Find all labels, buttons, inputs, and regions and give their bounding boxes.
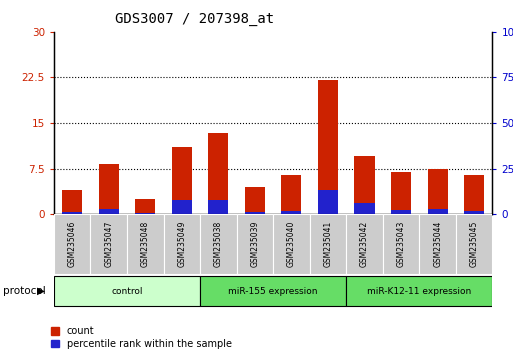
Bar (383, 214, 419, 274)
Text: GSM235040: GSM235040 (287, 221, 296, 268)
Text: GSM235043: GSM235043 (397, 221, 406, 268)
Text: GSM235047: GSM235047 (104, 221, 113, 268)
Text: GSM235046: GSM235046 (68, 221, 76, 268)
Bar (200, 214, 236, 274)
Text: GSM235048: GSM235048 (141, 221, 150, 267)
Bar (172, 200, 192, 214)
Bar (135, 199, 155, 214)
Bar (354, 156, 374, 214)
Bar (127, 214, 164, 274)
Text: GSM235039: GSM235039 (250, 221, 260, 268)
Text: GDS3007 / 207398_at: GDS3007 / 207398_at (115, 12, 274, 27)
Bar (273, 214, 310, 274)
Bar (54, 214, 90, 274)
Legend: count, percentile rank within the sample: count, percentile rank within the sample (51, 326, 231, 349)
Bar (54, 276, 200, 306)
Text: GSM235045: GSM235045 (470, 221, 479, 268)
Bar (391, 172, 411, 214)
Bar (208, 200, 228, 214)
Text: miR-K12-11 expression: miR-K12-11 expression (367, 287, 471, 296)
Bar (456, 214, 492, 274)
Bar (354, 203, 374, 214)
Bar (318, 80, 338, 214)
Text: GSM235044: GSM235044 (433, 221, 442, 268)
Text: miR-155 expression: miR-155 expression (228, 287, 318, 296)
Bar (98, 209, 119, 214)
Bar (90, 214, 127, 274)
Bar (245, 212, 265, 214)
Bar (62, 190, 82, 214)
Bar (236, 214, 273, 274)
Bar (346, 276, 492, 306)
Bar (245, 187, 265, 214)
Bar (164, 214, 200, 274)
Text: control: control (111, 287, 143, 296)
Text: GSM235038: GSM235038 (214, 221, 223, 267)
Bar (135, 213, 155, 214)
Bar (62, 212, 82, 214)
Bar (346, 214, 383, 274)
Text: GSM235041: GSM235041 (324, 221, 332, 267)
Bar (200, 276, 346, 306)
Text: GSM235042: GSM235042 (360, 221, 369, 267)
Bar (419, 214, 456, 274)
Bar (318, 189, 338, 214)
Bar (282, 175, 302, 214)
Bar (172, 147, 192, 214)
Text: ▶: ▶ (37, 286, 46, 296)
Text: GSM235049: GSM235049 (177, 221, 186, 268)
Bar (464, 211, 484, 214)
Bar (391, 210, 411, 214)
Bar (428, 209, 448, 214)
Bar (98, 164, 119, 214)
Bar (428, 169, 448, 214)
Bar (208, 133, 228, 214)
Text: protocol: protocol (3, 286, 45, 296)
Bar (464, 175, 484, 214)
Bar (282, 211, 302, 214)
Bar (310, 214, 346, 274)
